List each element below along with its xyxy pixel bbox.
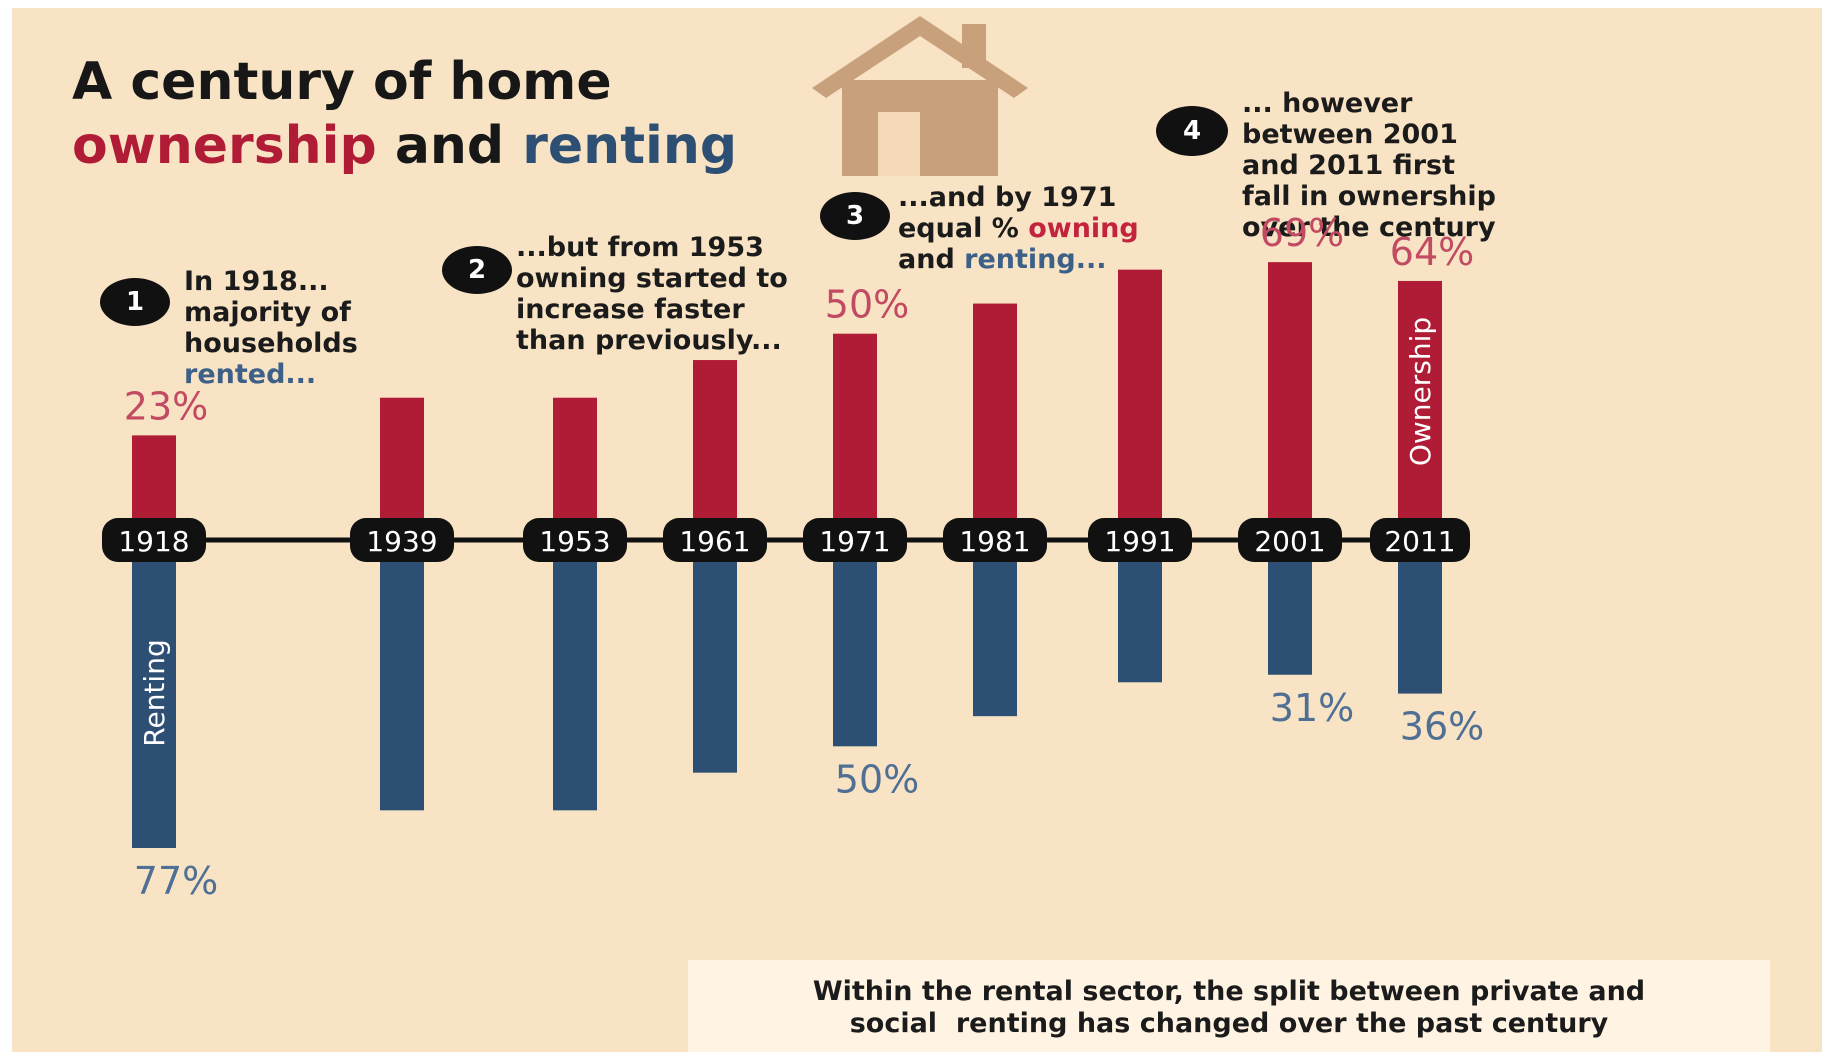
- year-pill-2001: [1238, 518, 1342, 562]
- year-label-1918: 1918: [118, 525, 189, 558]
- footer-box: [688, 960, 1770, 1052]
- year-pill-1939: [350, 518, 454, 562]
- renting-bar-1971: [833, 558, 877, 747]
- renting-bar-1953: [553, 558, 597, 811]
- note-4-line-2: between 2001: [1242, 119, 1458, 150]
- note-4-line-5: over the century: [1242, 212, 1496, 243]
- footer-line-1: Within the rental sector, the split betw…: [812, 976, 1646, 1007]
- year-label-1939: 1939: [366, 525, 437, 558]
- note-1-number: 1: [125, 287, 145, 317]
- note-2-number: 2: [467, 255, 487, 285]
- ownership-bar-1953: [553, 397, 597, 522]
- renting-bar-1991: [1118, 558, 1162, 683]
- year-label-1981: 1981: [959, 525, 1030, 558]
- note-2-badge: 2: [442, 246, 512, 294]
- year-pill-1991: [1088, 518, 1192, 562]
- title-ownership-word: ownership: [72, 116, 377, 176]
- renting-value-label-1971: 50%: [835, 757, 919, 801]
- note-1-line-4: rented...: [184, 359, 317, 390]
- ownership-value-label-1971: 50%: [825, 283, 909, 327]
- note-3-line-2-start: equal %: [898, 213, 1029, 244]
- footer-line-2: social renting has changed over the past…: [849, 1008, 1609, 1039]
- ownership-bar-1971: [833, 333, 877, 522]
- infographic-panel: A century of home ownership and renting …: [12, 8, 1822, 1052]
- year-pill-1953: [523, 518, 627, 562]
- year-pill-1981: [943, 518, 1047, 562]
- note-4-line-4: fall in ownership: [1242, 181, 1496, 212]
- ownership-bar-1961: [693, 360, 737, 522]
- ownership-bar-2011: [1398, 280, 1442, 522]
- note-2-text: ...but from 1953 owning started to incre…: [516, 232, 788, 356]
- note-3-badge: 3: [820, 192, 890, 240]
- year-label-1991: 1991: [1104, 525, 1175, 558]
- renting-bar-2001: [1268, 558, 1312, 675]
- note-3-line-1: ...and by 1971: [898, 182, 1117, 213]
- note-3-number: 3: [845, 201, 865, 231]
- renting-series-label: Renting: [138, 639, 171, 746]
- note-2-line-1: ...but from 1953: [516, 232, 764, 263]
- renting-bar-1981: [973, 558, 1017, 717]
- note-4-line-1: ... however: [1242, 88, 1413, 119]
- ownership-bar-1939: [380, 397, 424, 522]
- ownership-bar-2001: [1268, 262, 1312, 522]
- year-label-2011: 2011: [1384, 525, 1455, 558]
- ownership-series-label: Ownership: [1404, 317, 1437, 466]
- title-and-word: and: [376, 116, 523, 176]
- note-3-text: ...and by 1971 equal % owning and rentin…: [898, 182, 1139, 275]
- year-pill-2011: [1370, 518, 1470, 562]
- renting-bar-1961: [693, 558, 737, 773]
- ownership-value-label-1918: 23%: [124, 384, 208, 428]
- note-4-badge: 4: [1156, 106, 1228, 156]
- note-4-line-3: and 2011 first: [1242, 150, 1456, 181]
- ownership-value-label-2001: 69%: [1260, 211, 1344, 255]
- note-4-number: 4: [1182, 116, 1202, 146]
- ownership-bar-1981: [973, 303, 1017, 522]
- note-2-line-4: than previously...: [516, 325, 782, 356]
- year-pill-1918: [102, 518, 206, 562]
- title-line-1: A century of home: [72, 52, 612, 112]
- renting-bar-2011: [1398, 558, 1442, 694]
- note-1-line-2: majority of: [184, 297, 351, 328]
- note-1-text: In 1918... majority of households rented…: [184, 266, 358, 390]
- note-3-renting-word: renting...: [964, 244, 1107, 275]
- note-3-owning-word: owning: [1028, 213, 1139, 244]
- note-3-line-3-start: and: [898, 244, 965, 275]
- ownership-bar-1991: [1118, 269, 1162, 522]
- house-icon: [812, 16, 1028, 176]
- ownership-bar-1918: [132, 435, 176, 522]
- year-label-1953: 1953: [539, 525, 610, 558]
- renting-bar-1918: [132, 558, 176, 848]
- footer-note: Within the rental sector, the split betw…: [688, 976, 1770, 1040]
- year-pill-1961: [663, 518, 767, 562]
- title-renting-word: renting: [522, 116, 738, 176]
- renting-value-label-1918: 77%: [134, 859, 218, 903]
- note-4-text: ... however between 2001 and 2011 first …: [1242, 88, 1496, 243]
- ownership-renting-chart: 1918 23% 77% 1939 1953 1961 1971 50% 50% 1981 1991…: [102, 211, 1484, 903]
- renting-value-label-2011: 36%: [1400, 705, 1484, 749]
- year-label-1961: 1961: [679, 525, 750, 558]
- renting-bar-1939: [380, 558, 424, 811]
- year-pill-1971: [803, 518, 907, 562]
- chart-title: A century of home ownership and renting: [72, 50, 737, 178]
- ownership-value-label-2011: 64%: [1390, 230, 1474, 274]
- year-label-1971: 1971: [819, 525, 890, 558]
- renting-value-label-2001: 31%: [1270, 686, 1354, 730]
- note-1-badge: 1: [100, 278, 170, 326]
- note-2-line-2: owning started to: [516, 263, 788, 294]
- note-2-line-3: increase faster: [516, 294, 745, 325]
- note-1-line-1: In 1918...: [184, 266, 329, 297]
- year-label-2001: 2001: [1254, 525, 1325, 558]
- note-1-line-3: households: [184, 328, 358, 359]
